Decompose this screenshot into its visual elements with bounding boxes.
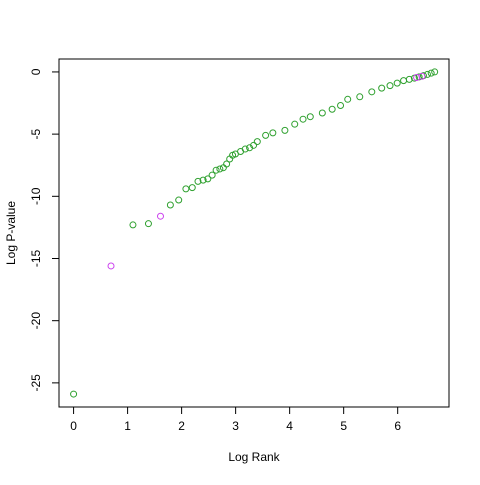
point: [182, 185, 190, 193]
point: [194, 177, 202, 185]
point: [219, 164, 227, 172]
point: [299, 115, 307, 123]
point: [269, 129, 277, 137]
y-tick-label: -15: [29, 249, 43, 267]
x-tick-label: 4: [286, 419, 293, 433]
x-tick-label: 3: [232, 419, 239, 433]
point: [427, 69, 435, 77]
y-tick-label: -5: [29, 128, 43, 139]
point: [253, 138, 261, 146]
point: [208, 171, 216, 179]
point: [129, 221, 137, 229]
point: [107, 262, 115, 270]
point: [393, 79, 401, 87]
y-axis-label: Log P-value: [4, 201, 18, 265]
point: [344, 95, 352, 103]
y-tick-label: -25: [29, 374, 43, 392]
point: [262, 131, 270, 139]
x-tick-label: 0: [70, 419, 77, 433]
point: [405, 75, 413, 83]
point: [166, 201, 174, 209]
point: [337, 102, 345, 110]
x-axis-label: Log Rank: [228, 450, 280, 464]
point: [241, 145, 249, 153]
plot-frame: [58, 58, 450, 408]
point: [216, 165, 224, 173]
point: [318, 109, 326, 117]
point: [188, 184, 196, 192]
y-tick-label: -20: [29, 312, 43, 330]
x-tick-label: 2: [178, 419, 185, 433]
point: [156, 212, 164, 220]
point: [378, 84, 386, 92]
point: [144, 220, 152, 228]
point: [400, 77, 408, 85]
point: [204, 175, 212, 183]
point: [386, 82, 394, 90]
point: [418, 72, 426, 80]
point: [223, 160, 231, 168]
point: [356, 93, 364, 101]
x-tick-label: 1: [124, 419, 131, 433]
y-tick-label: -10: [29, 187, 43, 205]
point: [306, 113, 314, 121]
point: [250, 141, 258, 149]
point: [368, 88, 376, 96]
point: [291, 120, 299, 128]
y-tick-label: 0: [29, 68, 43, 75]
point: [281, 126, 289, 134]
point: [212, 166, 220, 174]
point: [328, 105, 336, 113]
point: [70, 390, 78, 398]
x-tick-label: 6: [394, 419, 401, 433]
point: [199, 176, 207, 184]
x-tick-label: 5: [340, 419, 347, 433]
point: [175, 196, 183, 204]
point: [431, 68, 439, 76]
